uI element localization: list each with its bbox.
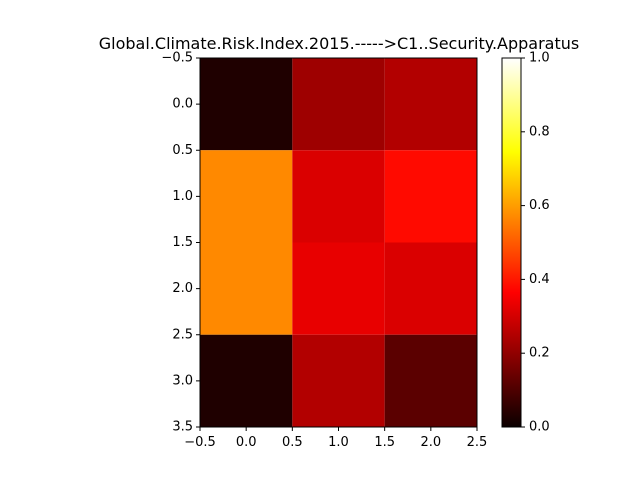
heatmap-cell-r3-c1	[292, 334, 385, 427]
y-tick-label: 0.0	[172, 97, 193, 112]
x-tick-label: −0.5	[184, 435, 216, 450]
heatmap-cell-r3-c0	[200, 334, 293, 427]
y-tick-label: 2.5	[172, 327, 193, 342]
y-tick-label: 3.5	[172, 420, 193, 435]
colorbar-axis: 0.0 0.2 0.4 0.6 0.8 1.0	[521, 51, 550, 435]
x-tick-label: 2.5	[467, 435, 488, 450]
heatmap-cell-r1-c2	[384, 150, 477, 243]
x-tick-label: 0.0	[236, 435, 257, 450]
heatmap-cell-r0-c1	[292, 58, 385, 151]
y-tick-label: 0.5	[172, 143, 193, 158]
x-tick-label: 1.5	[374, 435, 395, 450]
heatmap-cell-r0-c0	[200, 58, 293, 151]
chart-title: Global.Climate.Risk.Index.2015.----->C1.…	[99, 34, 579, 53]
y-tick-label: 2.0	[172, 281, 193, 296]
x-tick-label: 0.5	[282, 435, 303, 450]
colorbar-tick-label: 0.4	[529, 272, 550, 287]
colorbar-tick-label: 0.2	[529, 346, 550, 361]
heatmap-cell-r2-c2	[384, 242, 477, 335]
heatmap-cell-r0-c2	[384, 58, 477, 151]
heatmap-cell-r2-c0	[200, 242, 293, 335]
heatmap-cells	[200, 58, 477, 427]
y-tick-label: 1.0	[172, 189, 193, 204]
colorbar-tick-label: 0.0	[529, 420, 550, 435]
y-tick-label: 1.5	[172, 235, 193, 250]
x-axis: −0.5 0.0 0.5 1.0 1.5 2.0 2.5	[184, 427, 487, 450]
x-tick-label: 1.0	[328, 435, 349, 450]
heatmap-cell-r1-c0	[200, 150, 293, 243]
colorbar	[501, 57, 522, 428]
colorbar-tick-label: 1.0	[529, 51, 550, 66]
heatmap-cell-r2-c1	[292, 242, 385, 335]
colorbar-tick-label: 0.6	[529, 198, 550, 213]
y-tick-label: 3.0	[172, 373, 193, 388]
y-axis: −0.5 0.0 0.5 1.0 1.5 2.0 2.5 3.0 3.5	[161, 51, 200, 435]
x-tick-label: 2.0	[420, 435, 441, 450]
heatmap-cell-r1-c1	[292, 150, 385, 243]
heatmap-cell-r3-c2	[384, 334, 477, 427]
y-tick-label: −0.5	[161, 51, 193, 66]
colorbar-tick-label: 0.8	[529, 124, 550, 139]
